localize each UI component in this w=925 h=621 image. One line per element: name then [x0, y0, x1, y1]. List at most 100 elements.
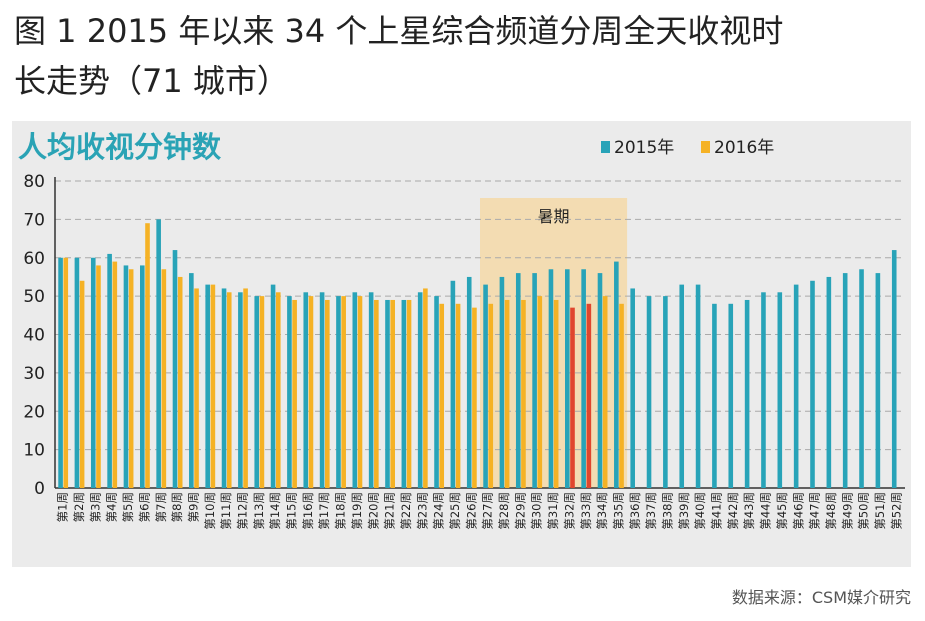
x-tick-label-week-29: 第29周	[513, 492, 527, 530]
bar-2016-week-25	[455, 303, 461, 488]
x-tick-label-week-8: 第8周	[170, 492, 184, 522]
bar-2015-week-10	[205, 284, 210, 488]
x-tick-label-week-6: 第6周	[137, 492, 151, 522]
x-tick-label-week-45: 第45周	[775, 492, 789, 530]
x-tick-label-week-17: 第17周	[317, 492, 331, 530]
bar-2015-week-30	[532, 273, 537, 488]
bar-2016-week-24	[439, 303, 445, 488]
bar-2015-week-32	[565, 269, 570, 488]
bar-2015-week-43	[744, 299, 750, 488]
bar-2015-week-7	[156, 219, 161, 488]
y-tick-label-50: 50	[23, 287, 45, 307]
bar-2015-week-49	[842, 273, 848, 488]
y-tick-label-60: 60	[23, 249, 45, 269]
bar-2015-week-41	[712, 303, 717, 488]
y-tick-label-20: 20	[23, 402, 45, 422]
bar-2016-week-9	[194, 288, 199, 488]
x-tick-label-week-43: 第43周	[742, 492, 756, 530]
bar-2016-week-1	[63, 257, 69, 488]
bar-2015-week-3	[90, 257, 96, 488]
x-tick-label-week-7: 第7周	[154, 492, 168, 522]
bar-2015-week-14	[270, 284, 276, 488]
bar-2015-week-11	[221, 288, 227, 488]
bar-2016-week-22	[406, 299, 412, 488]
legend-swatch-2	[701, 141, 710, 153]
y-tick-label-30: 30	[23, 364, 45, 384]
x-tick-label-week-34: 第34周	[595, 492, 609, 530]
bar-2016-week-26	[472, 307, 477, 488]
x-tick-label-week-23: 第23周	[415, 492, 429, 530]
bar-2015-week-13	[254, 296, 260, 488]
bar-2015-week-6	[140, 265, 145, 488]
x-tick-label-week-22: 第22周	[399, 492, 413, 530]
bar-2015-week-37	[646, 296, 652, 488]
x-tick-label-week-14: 第14周	[268, 492, 282, 530]
bar-2016-week-17	[325, 299, 330, 488]
bar-2016-week-16	[308, 296, 314, 488]
bar-2015-week-12	[238, 292, 243, 488]
summer-shaded-region	[480, 198, 628, 488]
x-tick-label-week-24: 第24周	[432, 492, 446, 530]
figure-title: 图 1 2015 年以来 34 个上星综合频道分周全天收视时 长走势（71 城市…	[14, 6, 914, 106]
x-tick-label-week-2: 第2周	[72, 492, 86, 522]
bar-2015-week-16	[303, 292, 309, 488]
bar-2015-week-47	[810, 280, 815, 488]
x-tick-label-week-46: 第46周	[791, 492, 805, 530]
bar-2015-week-42	[728, 303, 734, 488]
bar-2015-week-46	[793, 284, 799, 488]
x-tick-label-week-35: 第35周	[611, 492, 625, 530]
bar-2015-week-1	[58, 257, 63, 488]
bar-2015-week-38	[663, 296, 668, 488]
bar-2016-week-29	[521, 299, 526, 488]
x-tick-label-week-41: 第41周	[710, 492, 724, 530]
bar-2015-week-34	[597, 273, 603, 488]
y-tick-label-70: 70	[23, 210, 45, 230]
bar-2016-week-12	[243, 288, 248, 488]
bar-2016-week-31	[553, 299, 559, 488]
x-tick-label-week-47: 第47周	[808, 492, 822, 530]
bar-2016-week-34	[602, 296, 608, 488]
bar-2015-week-35	[614, 261, 619, 488]
x-tick-label-week-16: 第16周	[301, 492, 315, 530]
summer-region-label: 暑期	[538, 207, 570, 226]
bar-2015-week-39	[679, 284, 685, 488]
bar-2016-week-30	[537, 296, 543, 488]
x-tick-label-week-33: 第33周	[579, 492, 593, 530]
figure-title-line-1: 图 1 2015 年以来 34 个上星综合频道分周全天收视时	[14, 12, 784, 50]
bar-2015-week-18	[336, 296, 341, 488]
x-tick-label-week-37: 第37周	[644, 492, 658, 530]
bar-2015-week-29	[515, 273, 521, 488]
bar-2015-week-21	[385, 299, 390, 488]
bar-2015-week-51	[875, 273, 881, 488]
bar-2016-week-3	[96, 265, 101, 488]
x-tick-label-week-1: 第1周	[56, 492, 70, 522]
bar-2016-week-23	[423, 288, 428, 488]
bar-2015-week-45	[777, 292, 783, 488]
x-tick-label-week-36: 第36周	[628, 492, 642, 530]
bar-2015-week-27	[483, 284, 488, 488]
bar-2016-week-2	[79, 280, 85, 488]
x-tick-label-week-11: 第11周	[219, 492, 233, 530]
legend-swatch-1	[601, 141, 610, 153]
x-tick-label-week-9: 第9周	[186, 492, 200, 522]
x-tick-label-week-19: 第19周	[350, 492, 364, 530]
x-tick-label-week-5: 第5周	[121, 492, 135, 522]
y-tick-label-10: 10	[23, 441, 45, 461]
bar-2016-week-19	[357, 296, 363, 488]
chart-svg: 人均收视分钟数 2015年 2016年暑期01020304050607080第1周第…	[18, 130, 905, 530]
bar-2016-week-7	[161, 269, 167, 488]
y-tick-label-0: 0	[34, 479, 45, 499]
x-tick-label-week-12: 第12周	[235, 492, 249, 530]
bar-2015-week-28	[499, 276, 505, 488]
x-tick-label-week-49: 第49周	[840, 492, 854, 530]
bar-2015-week-17	[319, 292, 325, 488]
chart-panel: 人均收视分钟数 2015年 2016年 暑期 0 10 20 30 40 50 60 70 80 第1周第…	[12, 121, 911, 567]
bar-2016-week-32	[570, 307, 575, 488]
x-tick-label-week-48: 第48周	[824, 492, 838, 530]
bar-2016-week-35	[619, 303, 624, 488]
bar-2016-week-6	[145, 223, 150, 488]
bar-2016-week-13	[259, 296, 265, 488]
bar-2015-week-15	[287, 296, 292, 488]
x-tick-label-week-13: 第13周	[252, 492, 266, 530]
bar-2015-week-19	[352, 292, 358, 488]
